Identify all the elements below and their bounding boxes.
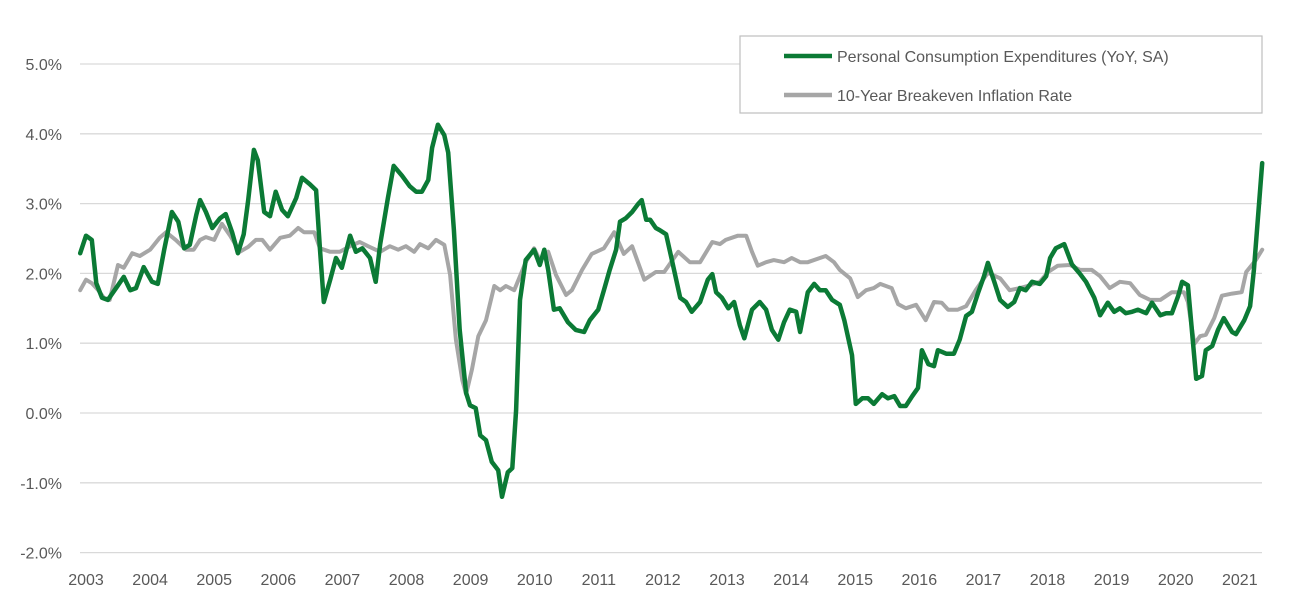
y-tick-label: -2.0% xyxy=(20,546,62,563)
x-tick-label: 2013 xyxy=(709,572,745,589)
x-tick-label: 2004 xyxy=(132,572,168,589)
x-tick-label: 2006 xyxy=(261,572,297,589)
x-tick-label: 2021 xyxy=(1222,572,1258,589)
y-tick-label: 1.0% xyxy=(26,336,62,353)
gridlines xyxy=(80,63,1262,554)
x-tick-label: 2015 xyxy=(837,572,873,589)
x-tick-label: 2003 xyxy=(68,572,104,589)
y-axis-tick-labels: -2.0% -1.0% 0.0% 1.0% 2.0% 3.0% 4.0% 5.0% xyxy=(20,57,62,563)
legend-box xyxy=(739,35,1263,114)
x-tick-label: 2012 xyxy=(645,572,681,589)
x-tick-label: 2016 xyxy=(902,572,938,589)
y-tick-label: 3.0% xyxy=(26,197,62,214)
x-tick-label: 2011 xyxy=(582,572,617,589)
y-tick-label: 5.0% xyxy=(26,57,62,74)
legend: Personal Consumption Expenditures (YoY, … xyxy=(739,35,1263,114)
legend-label-breakeven: 10-Year Breakeven Inflation Rate xyxy=(837,88,1072,105)
x-tick-label: 2009 xyxy=(453,572,489,589)
y-tick-label: 0.0% xyxy=(26,406,62,423)
series-line-breakeven xyxy=(78,221,1265,397)
y-tick-label: -1.0% xyxy=(20,476,62,493)
x-tick-label: 2014 xyxy=(773,572,809,589)
y-tick-label: 4.0% xyxy=(26,127,62,144)
legend-label-pce: Personal Consumption Expenditures (YoY, … xyxy=(837,49,1169,66)
x-tick-label: 2018 xyxy=(1030,572,1066,589)
x-axis-tick-labels: 2003 2004 2005 2006 2007 2008 2009 2010 2011 2012… xyxy=(68,572,1257,589)
x-tick-label: 2008 xyxy=(389,572,425,589)
y-tick-label: 2.0% xyxy=(26,266,62,283)
x-tick-label: 2005 xyxy=(196,572,232,589)
x-tick-label: 2020 xyxy=(1158,572,1194,589)
series-line-pce xyxy=(77,122,1265,500)
x-tick-label: 2019 xyxy=(1094,572,1130,589)
x-tick-label: 2010 xyxy=(517,572,553,589)
series-lines xyxy=(77,122,1265,500)
x-tick-label: 2017 xyxy=(966,572,1002,589)
x-tick-label: 2007 xyxy=(325,572,361,589)
